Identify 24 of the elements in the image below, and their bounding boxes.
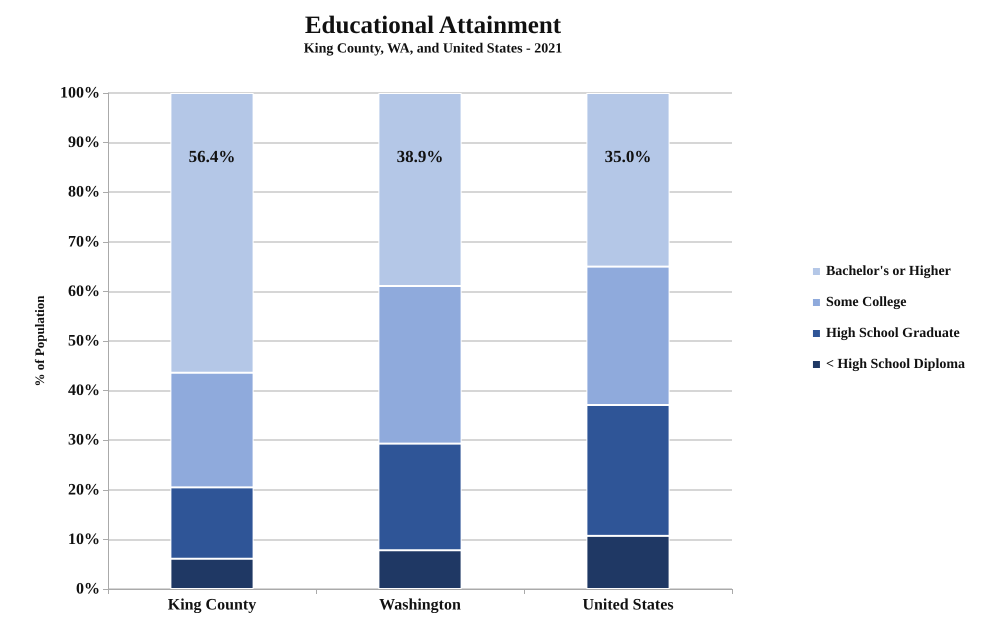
data-label: 56.4% — [188, 147, 236, 166]
chart-title: Educational Attainment — [304, 12, 562, 39]
y-tick-label: 60% — [68, 282, 100, 300]
legend-label: < High School Diploma — [826, 357, 966, 372]
y-axis-title: % of Population — [32, 294, 47, 387]
y-tick-label: 40% — [68, 382, 100, 400]
y-tick-label: 80% — [68, 184, 100, 201]
y-tick-label: 20% — [68, 481, 100, 498]
legend-label: Bachelor's or Higher — [826, 264, 951, 279]
legend-label: Some College — [826, 295, 906, 310]
y-tick-label: 100% — [60, 84, 100, 102]
y-tick-label: 50% — [68, 332, 100, 350]
x-tick-label: Washington — [379, 596, 462, 614]
y-tick-label: 90% — [68, 134, 100, 152]
x-tick-label: United States — [582, 596, 674, 614]
y-tick-label: 30% — [68, 432, 100, 449]
y-tick-label: 70% — [68, 233, 100, 250]
chart-subtitle: King County, WA, and United States - 2021 — [304, 42, 562, 56]
legend-label: High School Graduate — [826, 326, 960, 341]
x-tick-label: King County — [168, 596, 256, 614]
y-tick-label: 0% — [76, 580, 100, 598]
y-tick-label: 10% — [68, 530, 100, 548]
data-label: 38.9% — [396, 147, 444, 166]
data-label: 35.0% — [604, 147, 652, 166]
